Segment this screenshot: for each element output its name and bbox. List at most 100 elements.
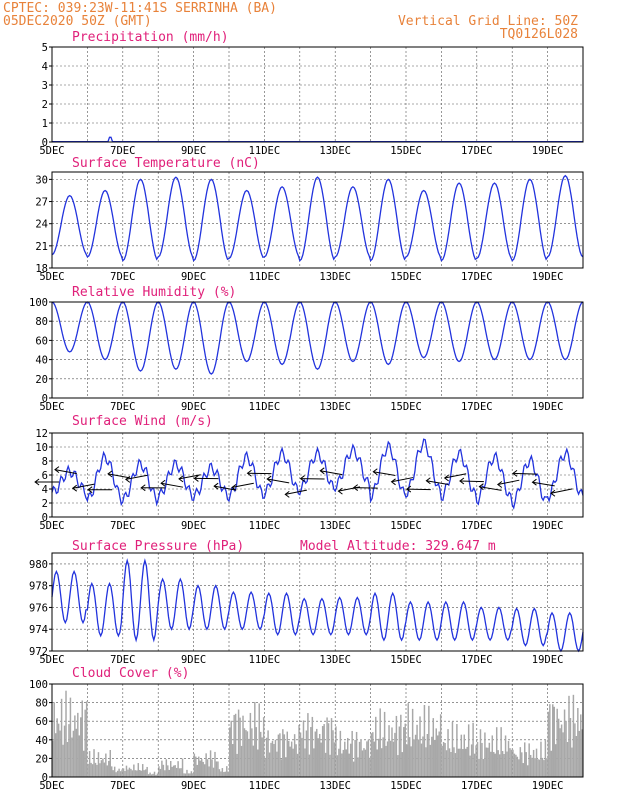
cloud-bar	[69, 697, 72, 777]
wind-arrow	[320, 470, 343, 476]
cloud-bar	[313, 748, 315, 777]
x-tick-label: 11DEC	[249, 654, 281, 666]
cloud-bar	[398, 726, 401, 777]
cloud-bar	[360, 739, 362, 777]
cloud-bar	[330, 718, 333, 777]
cloud-bar	[274, 739, 277, 777]
cloud-bar	[411, 708, 414, 777]
cloud-bar	[448, 748, 451, 777]
cloud-bar	[327, 723, 330, 777]
cloud-bar	[299, 732, 302, 777]
cloud-bar	[363, 748, 365, 777]
cloud-bar	[223, 772, 225, 777]
wind-arrow	[178, 474, 201, 480]
cloud-bar	[332, 730, 334, 777]
cloud-bar	[382, 737, 384, 777]
y-tick-label: 80	[35, 698, 48, 710]
cloud-bar	[212, 767, 215, 777]
cloud-bar	[416, 724, 418, 777]
cloud-bar	[547, 711, 550, 777]
cloud-bar	[279, 733, 281, 777]
cloud-bar	[233, 714, 235, 777]
cloud-bar	[462, 749, 464, 777]
x-tick-label: 17DEC	[461, 401, 493, 413]
cloud-bar	[352, 761, 355, 777]
cloud-bar	[546, 758, 548, 777]
cloud-bar	[305, 730, 308, 777]
y-tick-label: 100	[29, 679, 48, 691]
cloud-bar	[493, 752, 495, 777]
y-tick-label: 12	[35, 428, 48, 440]
wind-arrow	[444, 473, 467, 479]
cloud-bar	[311, 716, 314, 777]
wind-arrow	[497, 479, 520, 485]
cloud-bar	[479, 729, 482, 777]
cloud-bar	[302, 720, 305, 777]
cloud-bar	[385, 745, 387, 777]
cloud-bar	[202, 761, 204, 777]
cloud-bar	[144, 769, 147, 777]
cloud-bar	[264, 757, 266, 777]
cloud-bar	[364, 749, 367, 777]
cloud-bar	[344, 741, 346, 777]
cloud-bar	[465, 748, 467, 777]
wind-arrow	[161, 482, 184, 488]
cloud-bar	[128, 767, 131, 777]
wind-arrow	[214, 485, 237, 491]
cloud-bar	[519, 747, 522, 777]
cloud-bar	[296, 753, 299, 777]
x-tick-label: 17DEC	[461, 145, 493, 157]
cloud-bar	[537, 759, 539, 777]
cloud-bar	[553, 706, 555, 777]
panel-0: 0 1 2 3 4 5 5DEC 7DEC 9DEC 11DEC 13DEC 15DEC 17DEC 19…	[39, 30, 584, 157]
cloud-bar	[366, 741, 368, 777]
cloud-bar	[96, 764, 98, 777]
cloud-bar	[88, 751, 91, 777]
cloud-bar	[141, 764, 144, 777]
cloud-bar	[504, 735, 507, 777]
wind-arrow-head	[34, 478, 40, 486]
cloud-bar	[124, 771, 126, 777]
cloud-bar	[177, 761, 179, 777]
wind-arrow-head	[107, 470, 113, 478]
cloud-bar	[318, 733, 321, 777]
panel-4: 972 974 976 978 980 5DEC 7DEC 9DEC 11DEC 13DEC 15D…	[29, 539, 584, 666]
cloud-bar	[431, 736, 433, 777]
cloud-bar	[74, 715, 76, 777]
cloud-bar	[432, 718, 435, 777]
cloud-bar	[345, 749, 347, 777]
x-tick-label: 9DEC	[181, 654, 206, 666]
cloud-bar	[152, 773, 154, 777]
cloud-bar	[348, 753, 350, 777]
cloud-bar	[389, 740, 392, 777]
x-tick-label: 11DEC	[249, 145, 281, 157]
cloud-bar	[149, 772, 151, 777]
y-tick-label: 972	[29, 646, 48, 658]
cloud-bar	[388, 725, 390, 777]
cloud-bar	[372, 732, 374, 777]
cloud-bar	[403, 727, 405, 777]
cloud-bar	[501, 751, 504, 777]
panel-5: 0 20 40 60 80 100 5DEC 7DEC 9DEC 11DEC 13DEC 15DEC 1…	[29, 666, 584, 792]
cloud-bar	[339, 730, 342, 777]
wind-arrow-head	[531, 478, 537, 486]
cloud-bar	[535, 748, 538, 777]
cloud-bar	[428, 705, 430, 777]
y-tick-label: 0	[42, 137, 48, 149]
y-tick-label: 974	[29, 624, 48, 636]
wind-arrow-head	[213, 482, 219, 490]
cloud-bar	[347, 737, 349, 777]
wind-arrow	[459, 480, 484, 483]
cloud-bar	[531, 757, 533, 777]
cloud-bar	[119, 771, 122, 777]
wind-arrow-head	[443, 474, 449, 482]
cloud-bar	[565, 720, 567, 777]
header-model-code: TQ0126L028	[500, 27, 578, 42]
y-tick-label: 1	[42, 118, 48, 130]
cloud-bar	[457, 748, 460, 777]
cloud-bar	[568, 695, 570, 777]
cloud-bar	[172, 765, 175, 777]
cloud-bar	[90, 762, 92, 777]
cloud-bar	[192, 773, 194, 777]
precip-series	[52, 136, 583, 143]
